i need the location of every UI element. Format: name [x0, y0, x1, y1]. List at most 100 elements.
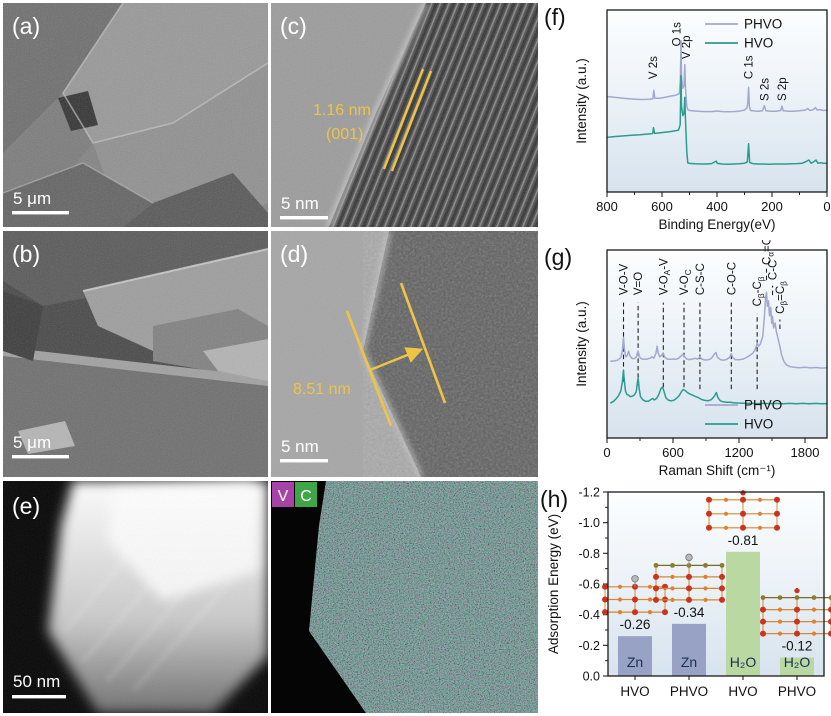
bar-category-label: PHVO [778, 684, 816, 699]
raman-peak-label: V-OA-V [658, 258, 672, 295]
panel-e-label: (e) [12, 493, 40, 519]
molecule-inset-h2o-phvo [760, 586, 831, 637]
bar-value-label: -0.34 [674, 605, 705, 620]
panel-c-hrtem-image: 1.16 nm (001) (c) 5 nm [271, 3, 538, 227]
raman-plot-area [607, 250, 827, 438]
thickness-marker [345, 282, 447, 427]
panel-d-hrtem-image: 8.51 nm (d) 5 nm [271, 231, 538, 477]
d-spacing-value: 1.16 nm [313, 102, 371, 119]
bar-PHVO-Zn [672, 623, 706, 676]
svg-text:-0.2: -0.2 [578, 639, 600, 653]
adsorption-y-axis-title: Adsorption Energy (eV) [546, 514, 561, 654]
svg-text:200: 200 [761, 199, 783, 214]
xps-peak-label: S 2p [777, 77, 789, 101]
svg-text:600: 600 [662, 445, 684, 460]
panel-f-xps: (f) 800 600 400 200 0 Binding Energy(eV) Inten… [540, 0, 831, 240]
svg-text:0: 0 [603, 445, 610, 460]
scale-bar-label: 5 μm [13, 189, 51, 208]
xps-survey-chart: 800 600 400 200 0 Binding Energy(eV) Intensity… [574, 9, 831, 232]
svg-text:-1.0: -1.0 [578, 516, 600, 530]
bar-category-label: HVO [620, 684, 649, 699]
molecule-inset-zn-hvo [602, 575, 668, 616]
lattice-spacing-marker [382, 68, 433, 172]
raman-series-HVO [609, 369, 828, 405]
panel-c-label: (c) [280, 13, 307, 39]
bar-value-label: -0.12 [782, 639, 813, 654]
raman-chart: 0 600 1200 1800 Raman Shift (cm⁻¹) Intensity … [574, 232, 828, 478]
scale-bar [12, 211, 69, 215]
xps-series-PHVO [606, 40, 828, 113]
bar-HVO-H2O [726, 551, 760, 676]
xps-peak-label: C 1s [743, 55, 755, 79]
scale-bar [12, 695, 66, 699]
scale-bar-label: 50 nm [13, 672, 60, 691]
xps-axes: 800 600 400 200 0 [596, 192, 831, 214]
bar-PHVO-H2O [780, 657, 814, 676]
svg-text:800: 800 [596, 199, 618, 214]
xps-x-axis-title: Binding Energy(eV) [658, 217, 775, 232]
panel-g-label: (g) [544, 244, 573, 270]
svg-text:0: 0 [823, 199, 830, 214]
scale-bar [280, 216, 328, 220]
panel-h-label: (h) [540, 486, 569, 512]
svg-text:1800: 1800 [791, 445, 820, 460]
raman-axes: 0 600 1200 1800 [603, 438, 819, 460]
xps-peak-label: O 1s [671, 22, 683, 47]
stem-grain-texture [3, 481, 268, 713]
vanadium-badge [272, 482, 294, 507]
element-speckle-map [309, 481, 538, 713]
scale-bar-label: 5 nm [281, 194, 319, 213]
raman-peak-label: C-C [768, 260, 780, 280]
xps-plot-area [607, 10, 827, 192]
legend-label-HVO: HVO [744, 417, 773, 432]
raman-peak-label: V=O [633, 272, 645, 295]
legend-label-PHVO: PHVO [744, 398, 782, 413]
bar-adsorbate-label: Zn [627, 654, 643, 670]
bar-category-label: PHVO [670, 684, 708, 699]
raman-peak-label: Cβ-Cβ [752, 276, 766, 306]
svg-text:-0.8: -0.8 [578, 547, 600, 561]
scale-bar-label: 5 nm [281, 437, 319, 456]
raman-series-PHVO [610, 291, 828, 369]
sem-grain-texture [3, 231, 268, 477]
svg-text:1200: 1200 [725, 445, 754, 460]
svg-text:-1.2: -1.2 [578, 486, 600, 500]
svg-text:0.0: 0.0 [583, 670, 600, 684]
bar-adsorbate-label: H₂O [730, 654, 757, 670]
element-legend: V C [272, 482, 317, 507]
bar-adsorbate-label: H₂O [784, 654, 811, 670]
raman-peak-label: V-OC [679, 269, 693, 295]
svg-text:-0.6: -0.6 [578, 578, 600, 592]
scale-bar [12, 455, 69, 459]
raman-y-axis-title: Intensity (a.u.) [574, 301, 589, 387]
xps-legend: PHVO HVO [705, 17, 782, 51]
svg-text:-0.4: -0.4 [578, 608, 600, 622]
svg-text:600: 600 [651, 199, 673, 214]
legend-label-PHVO: PHVO [744, 17, 782, 32]
panel-e-eds-map: V C [271, 481, 538, 713]
raman-peak-label: V-O-V [619, 263, 631, 295]
legend-label-HVO: HVO [744, 36, 773, 51]
xps-y-axis-title: Intensity (a.u.) [574, 58, 589, 144]
bar-value-label: -0.26 [620, 617, 651, 632]
panel-e-stem-image: (e) 50 nm [3, 481, 268, 713]
xps-series-HVO [606, 74, 828, 165]
adsorption-energy-chart: 0.0 -0.2 -0.4 -0.6 -0.8 -1.0 -1.2 Adsorption En… [546, 486, 831, 699]
xps-peak-label: S 2s [759, 78, 771, 101]
svg-text:400: 400 [706, 199, 728, 214]
bar-value-label: -0.81 [728, 533, 759, 548]
raman-peak-label: Cβ=Cβ [775, 281, 789, 314]
bar-category-label: HVO [728, 684, 757, 699]
panel-a-label: (a) [12, 13, 40, 39]
bar-adsorbate-label: Zn [681, 654, 697, 670]
panel-f-label: (f) [544, 4, 566, 30]
xps-peak-label: V 2p [681, 35, 693, 59]
xps-peak-label: V 2s [648, 56, 660, 79]
panel-g-raman: (g) 0 600 1200 1800 Raman Shift (cm⁻¹) Intens… [540, 232, 831, 478]
molecule-inset-h2o-hvo [706, 489, 780, 531]
panel-d-label: (d) [280, 241, 308, 267]
raman-legend: PHVO HVO [705, 398, 782, 432]
panel-h-adsorption: (h) 0.0 -0.2 -0.4 -0.6 -0.8 -1.0 -1.2 Adsorptio… [540, 478, 831, 716]
molecule-inset-zn-phvo [653, 553, 725, 603]
